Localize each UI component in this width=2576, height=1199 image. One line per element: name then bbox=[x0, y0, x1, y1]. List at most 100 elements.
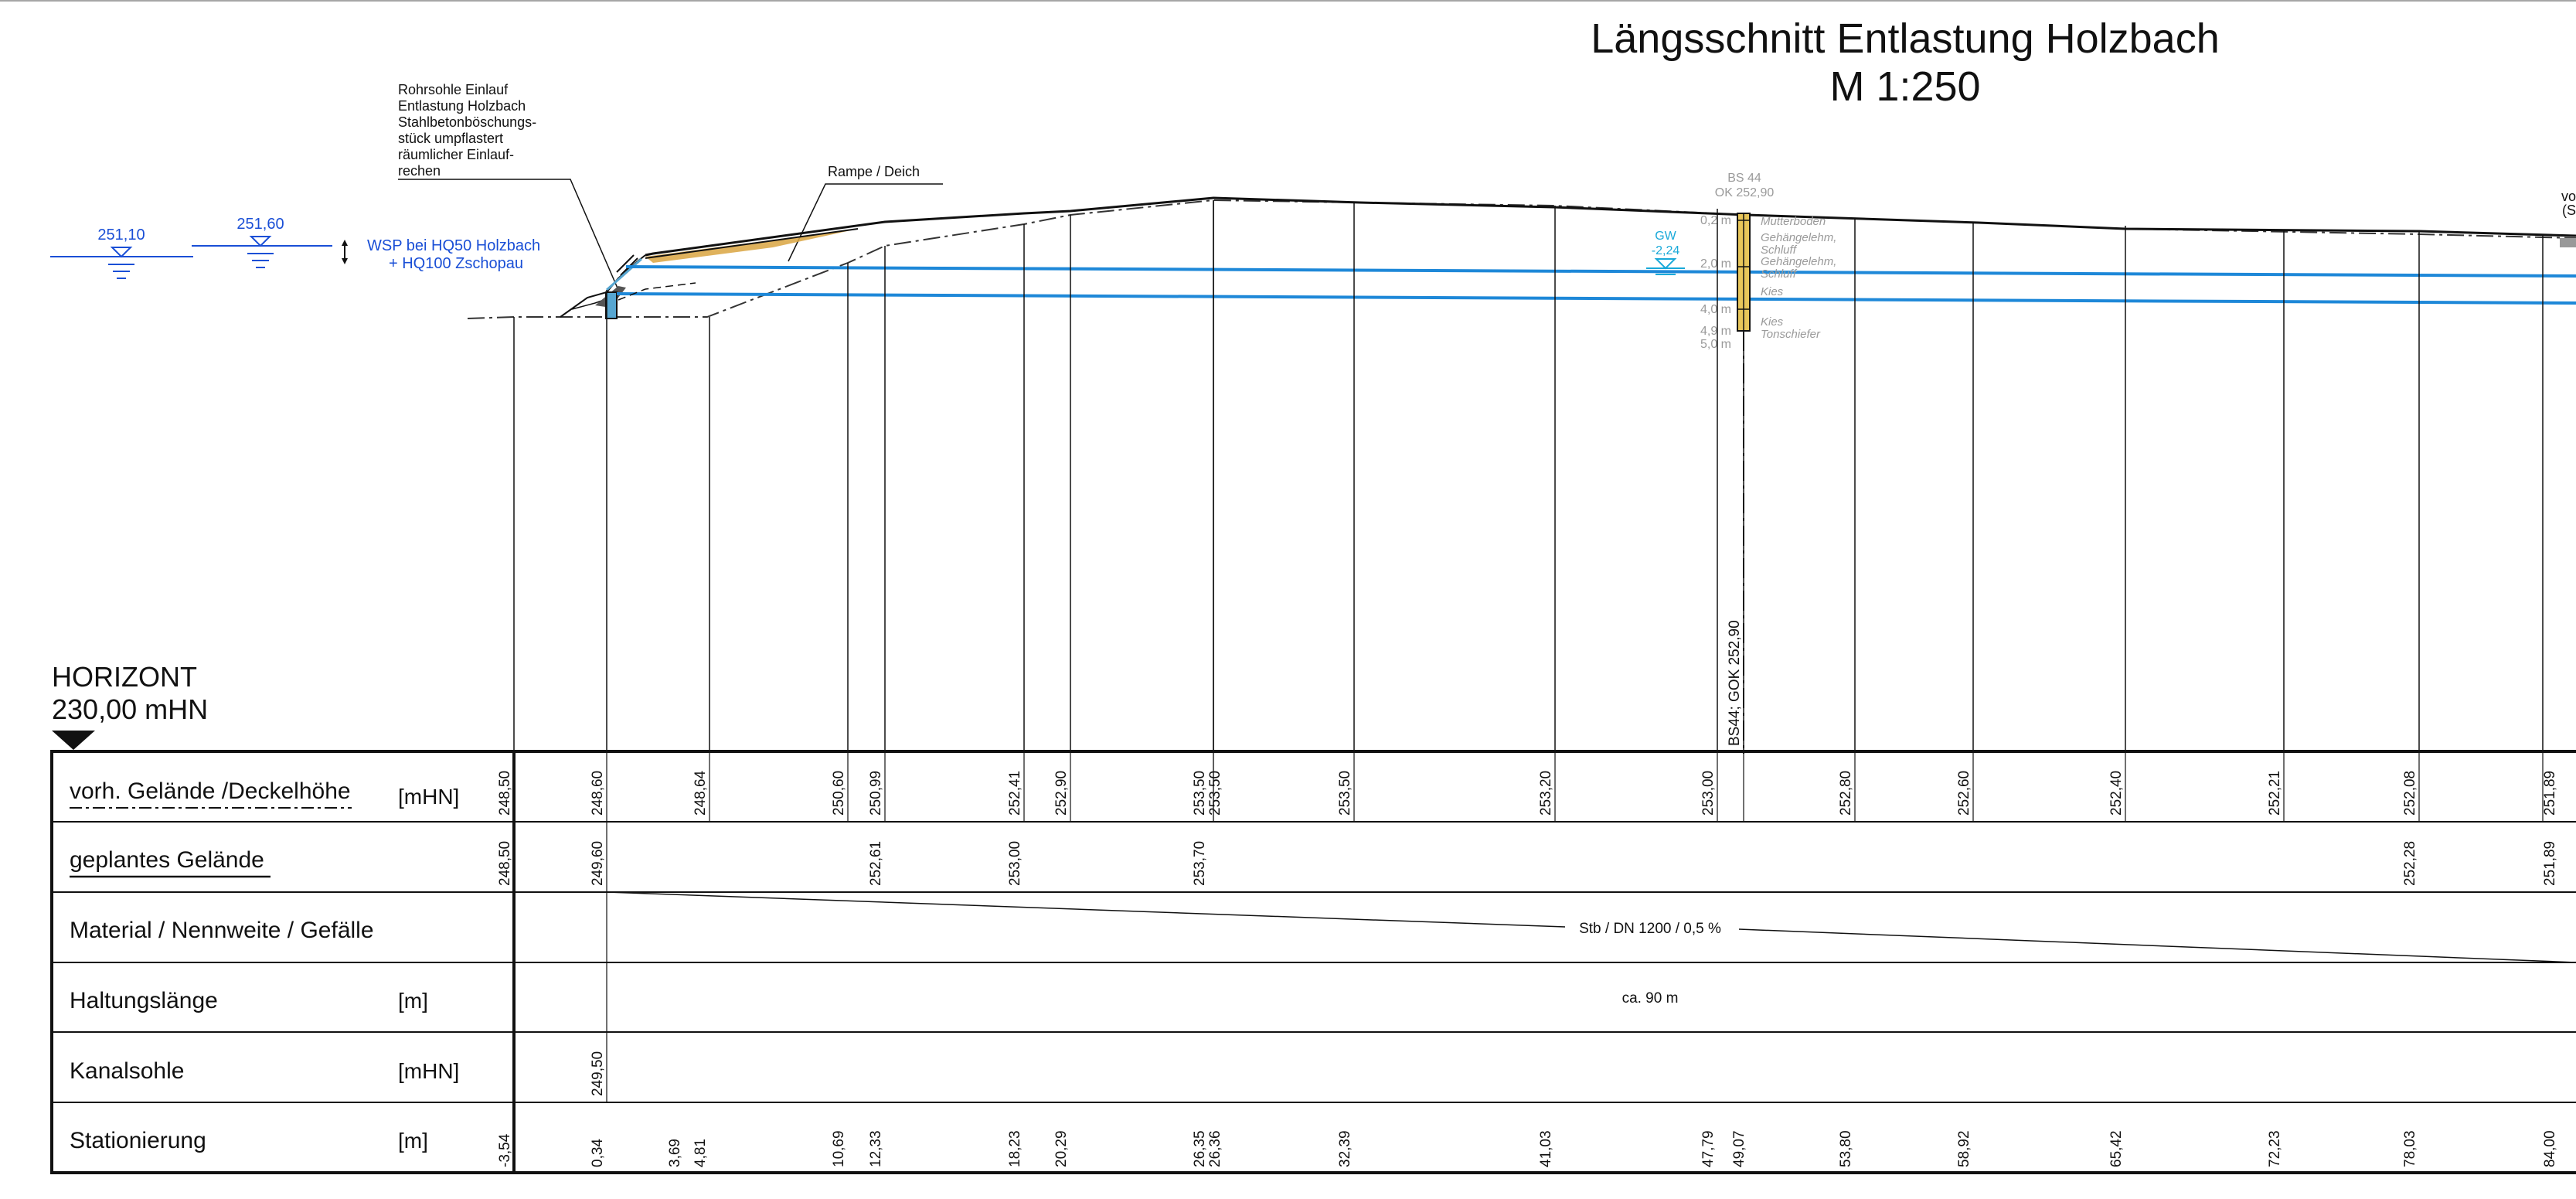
table-cell-value: 250,99 bbox=[868, 771, 884, 816]
svg-text:0,2 m: 0,2 m bbox=[1700, 214, 1731, 227]
table-cell-value: 252,21 bbox=[2267, 771, 2283, 816]
table-cell-value: 65,42 bbox=[2108, 1130, 2125, 1167]
wsp-label-line2: + HQ100 Zschopau bbox=[389, 255, 523, 272]
gw-label: GW bbox=[1655, 230, 1676, 243]
wsp-label-line1: WSP bei HQ50 Holzbach bbox=[367, 237, 540, 254]
row-unit-stationierung: [m] bbox=[398, 1129, 428, 1153]
table-cell-value: 249,50 bbox=[590, 1051, 606, 1096]
table-cell-value: 53,80 bbox=[1838, 1130, 1854, 1167]
table-cell-value: 249,60 bbox=[590, 841, 606, 886]
table-cell-value: 251,89 bbox=[2542, 771, 2558, 816]
inlet-note-line: Stahlbetonböschungs- bbox=[398, 114, 536, 130]
ramp-fill bbox=[645, 229, 858, 263]
svg-text:Kies: Kies bbox=[1761, 315, 1784, 329]
table-cell-value: 252,61 bbox=[868, 841, 884, 886]
svg-text:Gehängelehm,: Gehängelehm, bbox=[1761, 255, 1836, 268]
svg-text:Gehängelehm,: Gehängelehm, bbox=[1761, 231, 1836, 244]
table-cell-value: 72,23 bbox=[2267, 1130, 2283, 1167]
row-unit-kanalsohle: [mHN] bbox=[398, 1059, 459, 1083]
borehole-vertical-label: BS44; GOK 252,90 bbox=[1727, 620, 1743, 746]
table-cell-value: 18,23 bbox=[1007, 1130, 1023, 1167]
inlet-note-line: stück umpflastert bbox=[398, 131, 503, 146]
gw-depth: -2,24 bbox=[1652, 244, 1680, 257]
drawing-title: Längsschnitt Entlastung Holzbach bbox=[1591, 15, 2220, 62]
table-cell-value: 248,50 bbox=[497, 771, 513, 816]
material-value: Stb / DN 1200 / 0,5 % bbox=[1579, 921, 1721, 937]
water-line-upper bbox=[625, 265, 2576, 278]
table-cell-value: 248,50 bbox=[497, 841, 513, 886]
svg-text:4,0 m: 4,0 m bbox=[1700, 303, 1731, 316]
table-cell-value: 248,64 bbox=[692, 770, 709, 816]
svg-text:(S: (S bbox=[2562, 203, 2576, 218]
row-label-material: Material / Nennweite / Gefälle bbox=[70, 918, 374, 943]
row-label-vorh-gelaende: vorh. Gelände /Deckelhöhe bbox=[70, 778, 351, 804]
inlet-note-line: Rohrsohle Einlauf bbox=[398, 82, 509, 97]
inlet-note-line: Entlastung Holzbach bbox=[398, 98, 526, 114]
horizont-marker bbox=[52, 731, 95, 750]
inlet-note-line: räumlicher Einlauf- bbox=[398, 147, 514, 162]
svg-text:vo: vo bbox=[2561, 189, 2576, 204]
table-cell-value: 251,89 bbox=[2542, 841, 2558, 886]
row-label-kanalsohle: Kanalsohle bbox=[70, 1058, 184, 1084]
svg-text:BS 44: BS 44 bbox=[1727, 172, 1761, 185]
horizont-value: 230,00 mHN bbox=[52, 693, 208, 725]
row-label-haltungslaenge: Haltungslänge bbox=[70, 988, 218, 1013]
table-cell-value: 252,80 bbox=[1838, 771, 1854, 816]
row-label-geplantes-gelaende: geplantes Gelände bbox=[70, 847, 264, 873]
row-unit-haltungslaenge: [m] bbox=[398, 989, 428, 1013]
planned-terrain-line bbox=[645, 196, 2576, 257]
table-cell-value: 10,69 bbox=[831, 1130, 847, 1167]
horizont-label: HORIZONT bbox=[52, 661, 197, 693]
table-cell-value: 252,90 bbox=[1053, 771, 1070, 816]
wsp-symbol-2: 251,60 bbox=[192, 216, 332, 268]
table-cell-value: 78,03 bbox=[2402, 1130, 2418, 1167]
svg-text:251,10: 251,10 bbox=[97, 227, 145, 244]
inlet-structure bbox=[560, 254, 646, 319]
svg-text:Kies: Kies bbox=[1761, 285, 1784, 298]
svg-text:Tonschiefer: Tonschiefer bbox=[1761, 328, 1821, 341]
table-cells: 248,50 248,60 248,64 250,60 250,99 252,41 252,… bbox=[497, 770, 2558, 1167]
ramp-label: Rampe / Deich bbox=[828, 164, 920, 179]
table-cell-value: 253,00 bbox=[1700, 771, 1717, 816]
station-lines bbox=[513, 200, 2544, 1102]
table-cell-value: 252,28 bbox=[2402, 841, 2418, 886]
wsp-range-arrow bbox=[342, 240, 348, 264]
svg-text:Schluff: Schluff bbox=[1761, 244, 1798, 257]
table-cell-value: 84,00 bbox=[2542, 1130, 2558, 1167]
table-cell-value: 26,36 bbox=[1207, 1130, 1223, 1167]
svg-text:2,0 m: 2,0 m bbox=[1700, 257, 1731, 271]
table-cell-value: 20,29 bbox=[1053, 1130, 1070, 1167]
svg-text:Mutterboden: Mutterboden bbox=[1761, 215, 1826, 228]
wsp-symbol-1: 251,10 bbox=[50, 227, 193, 279]
table-cell-value: 253,00 bbox=[1007, 841, 1023, 886]
table-cell-value: 252,40 bbox=[2108, 771, 2125, 816]
row-unit-vorh-gelaende: [mHN] bbox=[398, 785, 459, 809]
table-cell-value: 47,79 bbox=[1700, 1130, 1717, 1167]
table-cell-value: 4,81 bbox=[692, 1139, 709, 1167]
borehole-bs44: BS 44 OK 252,90 GW -2,24 0,2 m 2,0 m 4,0… bbox=[1646, 172, 1836, 754]
svg-text:5,0 m: 5,0 m bbox=[1700, 338, 1731, 351]
table-cell-value: 32,39 bbox=[1337, 1130, 1353, 1167]
row-label-stationierung: Stationierung bbox=[70, 1128, 206, 1153]
table-cell-value: 252,41 bbox=[1007, 771, 1023, 816]
inlet-note-line: rechen bbox=[398, 163, 441, 179]
table-cell-value: 58,92 bbox=[1956, 1130, 1972, 1167]
svg-text:OK 252,90: OK 252,90 bbox=[1715, 186, 1775, 199]
table-cell-value: 0,34 bbox=[590, 1139, 606, 1167]
table-cell-value: 12,33 bbox=[868, 1130, 884, 1167]
water-line-lower bbox=[616, 292, 2576, 305]
haltungslaenge-value: ca. 90 m bbox=[1622, 990, 1679, 1007]
svg-text:4,9 m: 4,9 m bbox=[1700, 325, 1731, 338]
svg-text:251,60: 251,60 bbox=[237, 216, 284, 233]
table-cell-value: 248,60 bbox=[590, 771, 606, 816]
profile-table bbox=[50, 750, 2576, 1174]
svg-text:Schluff: Schluff bbox=[1761, 267, 1798, 281]
table-cell-value: 253,50 bbox=[1192, 771, 1208, 816]
table-cell-value: 252,60 bbox=[1956, 771, 1972, 816]
table-cell-value: 253,50 bbox=[1207, 771, 1223, 816]
table-cell-value: 26,35 bbox=[1192, 1130, 1208, 1167]
table-cell-value: 3,69 bbox=[667, 1139, 683, 1167]
table-cell-value: -3,54 bbox=[497, 1133, 513, 1167]
